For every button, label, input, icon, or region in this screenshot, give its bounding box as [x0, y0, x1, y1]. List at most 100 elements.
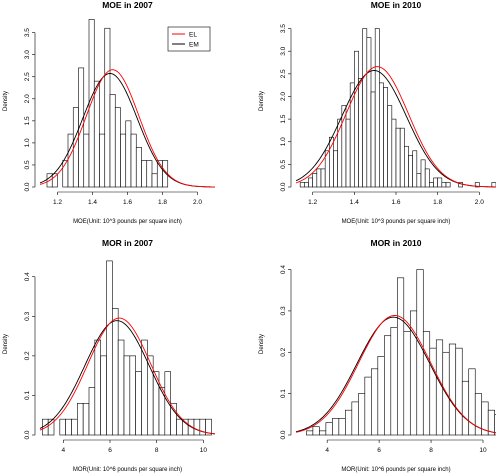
histogram-bar — [312, 173, 318, 188]
x-tick-label: 8 — [155, 447, 159, 454]
y-tick-label: 3.5 — [24, 28, 31, 37]
histogram-bar — [106, 260, 113, 436]
x-tick-label: 6 — [108, 447, 112, 454]
histogram-bar — [83, 133, 90, 188]
histogram-bar — [455, 347, 463, 436]
y-tick-label: 0.3 — [24, 311, 31, 320]
histogram-bar — [435, 339, 444, 436]
histogram-bar — [362, 28, 368, 188]
histogram-bar — [82, 403, 90, 436]
histogram-bar — [325, 422, 333, 436]
y-tick-label: 0.0 — [24, 430, 31, 439]
chart-panel-4: MOR in 2010 0.0 0.1 0.2 0.3 0.4 4 6 8 10 MOR(Unit:… — [259, 238, 496, 473]
panel-title: MOE in 2007 — [102, 0, 153, 10]
histogram-bar — [422, 331, 431, 436]
x-tick-label: 4 — [62, 447, 66, 454]
histogram-bar — [205, 418, 212, 436]
histogram-bar — [364, 376, 372, 436]
y-tick-label: 3.0 — [280, 46, 287, 55]
y-tick-label: 0.4 — [24, 272, 31, 281]
chart-panel-1: MOE in 2007 0.0 0.5 1.0 1.5 2.0 2.5 3.0 3.5 1.2 1.… — [3, 0, 216, 225]
histogram-bar — [351, 401, 359, 436]
histogram-bar — [416, 173, 422, 188]
histogram-bar — [308, 177, 313, 188]
histogram-bar — [412, 150, 418, 188]
histogram-bar — [461, 380, 470, 436]
y-tick-label: 0.2 — [280, 347, 287, 356]
histogram-bar — [384, 335, 392, 436]
y-tick-label: 0.0 — [280, 182, 287, 191]
histogram-bar — [130, 133, 137, 188]
histogram-bar — [332, 418, 340, 436]
y-tick-label: 2.5 — [24, 72, 31, 81]
histogram-bar — [354, 50, 359, 188]
y-axis-label: Density — [259, 334, 265, 354]
x-tick-label: 1.2 — [308, 199, 317, 206]
histogram-bar — [396, 277, 405, 436]
histogram-bar — [433, 177, 438, 188]
y-tick-label: 2.0 — [280, 92, 287, 101]
histogram-bar — [59, 418, 66, 436]
y-tick-label: 1.0 — [280, 137, 287, 146]
histogram-bar — [306, 430, 314, 436]
x-tick-label: 1.2 — [53, 199, 62, 206]
x-tick-label: 1.8 — [158, 199, 167, 206]
histogram-bar — [345, 409, 353, 436]
histogram-bar — [409, 310, 418, 436]
histogram-bar — [319, 430, 327, 436]
histogram-bar — [123, 355, 131, 436]
histogram-bar — [448, 343, 457, 436]
histogram-bar — [358, 393, 366, 436]
x-tick-label: 10 — [479, 447, 487, 454]
histogram-bar — [176, 418, 183, 436]
histogram-bar — [338, 418, 346, 436]
histogram-bar — [437, 177, 443, 188]
x-tick-label: 2.0 — [193, 199, 202, 206]
y-tick-label: 3.0 — [24, 50, 31, 59]
chart-panel-3: MOR in 2007 0.0 0.1 0.2 0.3 0.4 4 6 8 10 MOR(Unit:… — [3, 238, 216, 473]
density-curve-el — [39, 317, 216, 435]
histogram-bar — [377, 356, 385, 436]
histogram-bar — [404, 145, 409, 188]
histogram-bar — [100, 355, 107, 436]
x-tick-label: 1.4 — [350, 199, 359, 206]
y-tick-label: 0.5 — [280, 159, 287, 168]
histogram-bar — [114, 107, 121, 188]
y-tick-label: 0.4 — [280, 265, 287, 274]
density-curve-el — [39, 69, 216, 188]
panel-title: MOR in 2007 — [102, 238, 153, 248]
histogram-bar — [77, 403, 84, 436]
histogram-bar — [112, 308, 119, 436]
histogram-bar — [135, 371, 142, 436]
y-tick-label: 0.1 — [280, 389, 287, 398]
panel-title: MOE in 2010 — [371, 0, 422, 10]
x-axis-label: MOE(Unit: 10^3 pounds per square inch) — [342, 219, 451, 225]
x-tick-label: 4 — [325, 447, 329, 454]
x-tick-label: 8 — [429, 447, 433, 454]
histogram-bar — [395, 127, 401, 188]
histogram-bar — [312, 426, 320, 436]
histogram-bar — [299, 182, 305, 188]
histogram-bar — [135, 147, 142, 188]
histogram-bar — [125, 120, 132, 188]
density-curve-el — [295, 314, 496, 434]
y-tick-label: 1.5 — [24, 116, 31, 125]
histogram-bar — [88, 387, 96, 436]
histogram-bar — [371, 368, 379, 436]
histogram-bar — [366, 37, 372, 188]
chart-panel-2: MOE in 2010 0.0 0.5 1.0 1.5 2.0 2.5 3.0 3.5 1.2 1.… — [259, 0, 496, 225]
y-tick-label: 2.5 — [280, 69, 287, 78]
x-tick-label: 1.6 — [123, 199, 132, 206]
histogram-bar — [47, 418, 55, 436]
histogram-bar — [329, 136, 334, 188]
panel-title: MOR in 2010 — [370, 238, 421, 248]
legend-box — [167, 26, 211, 52]
histogram-bar — [358, 78, 363, 188]
histogram-bar — [399, 127, 405, 188]
histogram-bar — [370, 91, 376, 188]
histogram-bar — [193, 418, 201, 436]
histogram-bar — [99, 133, 106, 188]
histogram-bar — [408, 155, 413, 188]
y-tick-label: 0.3 — [280, 306, 287, 315]
